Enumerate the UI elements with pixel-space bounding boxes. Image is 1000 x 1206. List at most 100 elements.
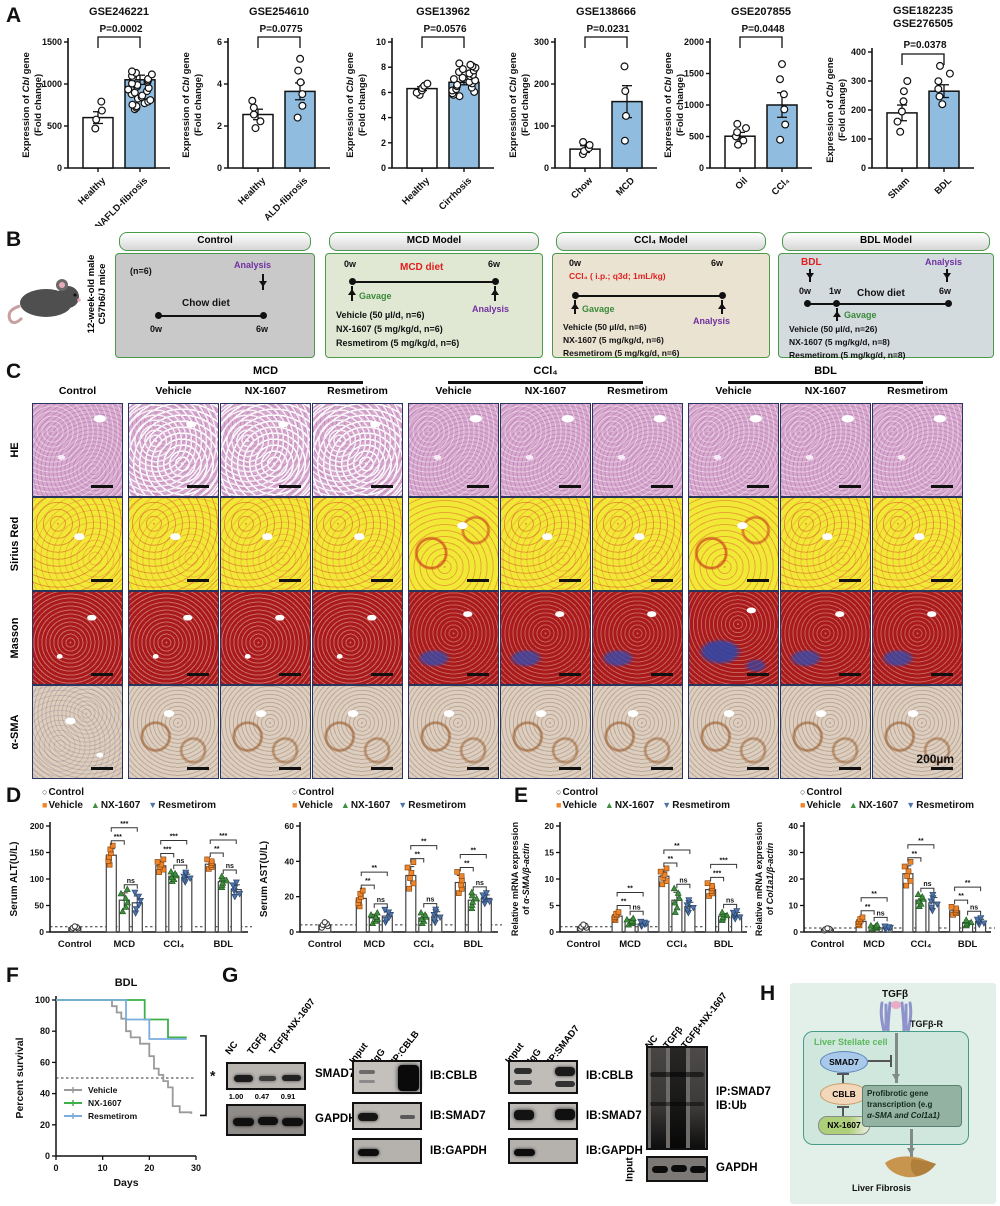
- svg-text:MCD: MCD: [363, 939, 385, 950]
- svg-text:10: 10: [98, 1163, 108, 1173]
- svg-text:500: 500: [47, 121, 62, 131]
- svg-text:Control: Control: [567, 939, 601, 950]
- histology-he-col4: [408, 403, 499, 497]
- cblb-node: CBLB: [820, 1083, 868, 1105]
- stellate-cell-label: Liver Stellate cell: [814, 1037, 888, 1047]
- svg-text:ns: ns: [476, 880, 484, 887]
- svg-text:1000: 1000: [42, 79, 62, 89]
- blot4-ip-label: IP:SMAD7: [716, 1086, 771, 1098]
- blot3-row2: [508, 1102, 578, 1130]
- svg-text:MCD: MCD: [619, 939, 641, 950]
- svg-text:***: ***: [720, 857, 728, 864]
- histology-sirius-col7: [688, 497, 779, 591]
- t0: 0w: [569, 258, 582, 268]
- p-value: P=0.0002: [99, 24, 143, 35]
- group-header-0: MCD: [252, 365, 279, 377]
- analysis-arrow: [491, 286, 499, 301]
- panelB-label: B: [6, 228, 22, 251]
- col-header: Resmetirom: [327, 385, 388, 397]
- histology-masson-col6: [592, 591, 683, 685]
- asma-mrna-chart: 0 5 10 15 20 Relative mRNA expression of α-SMA…: [510, 821, 751, 950]
- svg-text:20: 20: [789, 874, 799, 884]
- svg-text:**: **: [372, 865, 378, 872]
- nx-inhibit-cap: [837, 1106, 849, 1108]
- row-label-1: Sirius Red: [9, 516, 21, 572]
- svg-text:1500: 1500: [684, 69, 704, 79]
- histology-sirius-col2: [220, 497, 311, 591]
- model-mcd-title: MCD Model: [329, 232, 539, 251]
- blot1-lane3-label: TGFβ+NX-1607: [267, 996, 318, 1057]
- panelE-legend-control: ○Control: [556, 787, 598, 798]
- cblb-inhibit-cap: [837, 1073, 849, 1075]
- svg-text:ns: ns: [176, 858, 184, 865]
- svg-text:8: 8: [381, 62, 386, 72]
- panelA-label: A: [6, 4, 22, 27]
- svg-text:***: ***: [713, 870, 721, 877]
- svg-text:Expression of Cbl gene: Expression of Cbl gene: [508, 52, 519, 158]
- blot1-lane2-label: TGFβ: [245, 1030, 270, 1057]
- treatment-2: NX-1607 (5 mg/kg/d, n=6): [336, 324, 443, 334]
- svg-text:Relative mRNA expression: Relative mRNA expression: [754, 822, 764, 936]
- svg-text:CCl₄: CCl₄: [666, 939, 687, 950]
- histology-he-col3: [312, 403, 403, 497]
- panelD-legend-groups: ■Vehicle ▲NX-1607 ▼Resmetirom: [42, 800, 217, 811]
- svg-text:60: 60: [40, 1057, 50, 1067]
- p-value: P=0.0378: [903, 40, 947, 51]
- p-value: P=0.0576: [423, 24, 467, 35]
- analysis-label: Analysis: [925, 257, 963, 267]
- histology-he-col0: [32, 403, 123, 497]
- ccl4-agent: CCl₄ ( i.p.; q3d; 1mL/kg): [569, 271, 666, 281]
- svg-text:Percent survival: Percent survival: [14, 1037, 26, 1118]
- svg-text:400: 400: [851, 47, 866, 57]
- gavage-label: Gavage: [359, 291, 392, 301]
- svg-text:NX-1607: NX-1607: [88, 1098, 122, 1108]
- svg-text:0: 0: [381, 163, 386, 173]
- svg-text:**: **: [912, 851, 918, 858]
- treatment-2: NX-1607 (5 mg/kg/d, n=8): [789, 337, 890, 347]
- histology-he-col6: [592, 403, 683, 497]
- panelG-label: G: [222, 964, 239, 987]
- histology-masson-col3: [312, 591, 403, 685]
- col-header: Vehicle: [715, 385, 752, 397]
- svg-text:MCD: MCD: [863, 939, 885, 950]
- col1a1-mrna-chart: 0 10 20 30 40 Relative mRNA expression of Col1…: [754, 821, 995, 950]
- svg-text:ns: ns: [923, 881, 931, 888]
- panelD2-legend-groups: ■Vehicle ▲NX-1607 ▼Resmetirom: [292, 800, 467, 811]
- control-n: (n=6): [130, 266, 152, 276]
- svg-text:Serum ALT(U/L): Serum ALT(U/L): [9, 842, 20, 917]
- panelH-label: H: [760, 982, 776, 1005]
- svg-text:GSE182235: GSE182235: [893, 5, 953, 17]
- blot1-q1: 1.00: [228, 1092, 244, 1101]
- svg-text:0: 0: [549, 927, 554, 937]
- histology-asma-col5: [500, 685, 591, 779]
- histology-he-col2: [220, 403, 311, 497]
- model-bdl-title: BDL Model: [782, 232, 990, 251]
- svg-text:5: 5: [549, 901, 554, 911]
- svg-text:CCl₄: CCl₄: [163, 939, 184, 950]
- tgfb-receptor-icon: [879, 1001, 913, 1033]
- svg-text:ns: ns: [377, 897, 385, 904]
- svg-text:Control: Control: [308, 939, 342, 950]
- svg-text:*: *: [210, 1068, 216, 1084]
- blot1-smad7: [226, 1062, 306, 1090]
- histology-masson-col9: [872, 591, 963, 685]
- histology-he-col5: [500, 403, 591, 497]
- svg-text:40: 40: [789, 821, 799, 831]
- svg-text:**: **: [668, 856, 674, 863]
- model-bdl-body: BDL Analysis 0w 1w Chow diet 6w Gavage V…: [778, 253, 994, 360]
- fibrosis-arrow: [907, 1129, 914, 1157]
- svg-text:50: 50: [35, 901, 45, 911]
- svg-text:Days: Days: [113, 1177, 138, 1189]
- svg-text:100: 100: [534, 121, 549, 131]
- svg-text:100: 100: [35, 995, 50, 1005]
- smad7-inhibit-cap: [890, 1055, 892, 1067]
- svg-text:**: **: [627, 885, 633, 892]
- survival-chart: BDL 0 20 40 60 80 100 0 10 20 30 Percent survival Da…: [14, 977, 216, 1189]
- svg-text:of Col1a1/β-actin: of Col1a1/β-actin: [765, 842, 775, 915]
- svg-text:4: 4: [381, 113, 386, 123]
- svg-text:**: **: [871, 891, 877, 898]
- svg-text:0: 0: [289, 927, 294, 937]
- analysis-label: Analysis: [693, 316, 731, 326]
- t6: 6w: [939, 286, 952, 296]
